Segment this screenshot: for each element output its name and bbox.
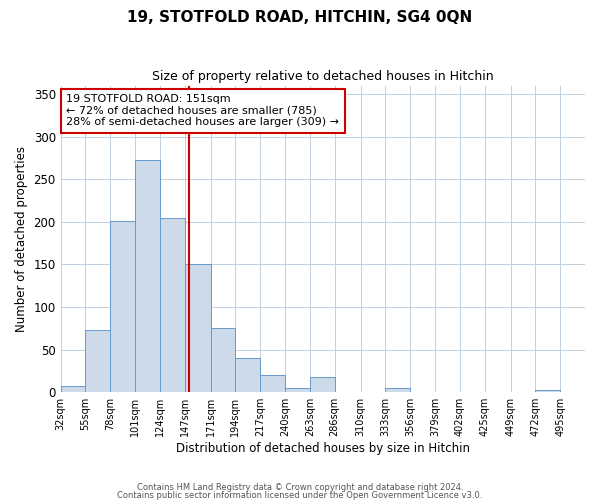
Bar bbox=[61, 386, 85, 392]
Y-axis label: Number of detached properties: Number of detached properties bbox=[15, 146, 28, 332]
Bar bbox=[211, 328, 235, 392]
Text: 19, STOTFOLD ROAD, HITCHIN, SG4 0QN: 19, STOTFOLD ROAD, HITCHIN, SG4 0QN bbox=[127, 10, 473, 25]
Bar bbox=[535, 390, 560, 392]
Bar bbox=[385, 388, 410, 392]
Text: Contains HM Land Registry data © Crown copyright and database right 2024.: Contains HM Land Registry data © Crown c… bbox=[137, 484, 463, 492]
Text: 19 STOTFOLD ROAD: 151sqm
← 72% of detached houses are smaller (785)
28% of semi-: 19 STOTFOLD ROAD: 151sqm ← 72% of detach… bbox=[66, 94, 339, 128]
Bar bbox=[135, 160, 160, 392]
Bar bbox=[85, 330, 110, 392]
Bar bbox=[235, 358, 260, 392]
Text: Contains public sector information licensed under the Open Government Licence v3: Contains public sector information licen… bbox=[118, 490, 482, 500]
Bar bbox=[110, 221, 135, 392]
X-axis label: Distribution of detached houses by size in Hitchin: Distribution of detached houses by size … bbox=[176, 442, 470, 455]
Bar bbox=[260, 375, 285, 392]
Bar bbox=[285, 388, 310, 392]
Bar bbox=[160, 218, 185, 392]
Bar bbox=[310, 377, 335, 392]
Title: Size of property relative to detached houses in Hitchin: Size of property relative to detached ho… bbox=[152, 70, 494, 83]
Bar bbox=[185, 264, 211, 392]
